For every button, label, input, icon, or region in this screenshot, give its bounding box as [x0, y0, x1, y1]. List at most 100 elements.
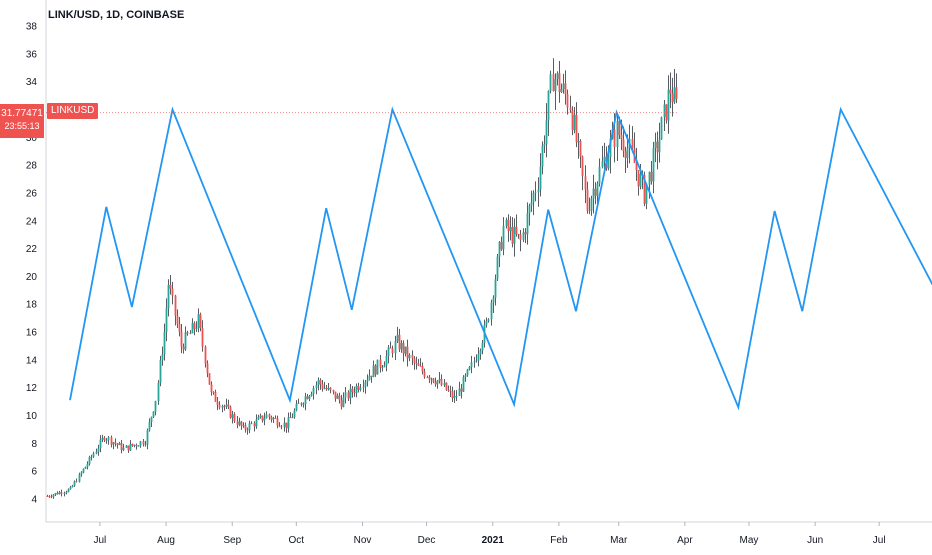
x-tick-label: Aug: [157, 535, 175, 546]
candle-body: [325, 387, 328, 390]
candle-body: [122, 447, 125, 451]
x-tick-label: Jun: [807, 535, 823, 546]
candle-body: [359, 387, 362, 390]
candle-body: [436, 380, 439, 385]
candle-body: [581, 156, 584, 177]
candle-body: [573, 114, 576, 131]
y-tick-label: 26: [26, 188, 38, 199]
candle-body: [208, 373, 211, 385]
candle-body: [590, 198, 593, 211]
candle-body: [652, 147, 655, 182]
candle-body: [669, 89, 672, 94]
candle-body: [616, 120, 619, 147]
candle-body: [105, 440, 108, 441]
candle-body: [329, 387, 332, 391]
candle-body: [620, 135, 623, 140]
candle-body: [56, 493, 59, 495]
candle-body: [526, 213, 529, 235]
candle-body: [253, 423, 256, 427]
candle-body: [402, 343, 405, 354]
candle-body: [387, 347, 390, 356]
candle-body: [107, 437, 110, 441]
candle-body: [552, 74, 555, 91]
candle-body: [475, 360, 478, 362]
y-tick-label: 6: [31, 467, 37, 478]
candle-body: [665, 104, 668, 121]
candle-body: [308, 395, 311, 399]
candle-body: [440, 378, 443, 386]
y-tick-label: 12: [26, 383, 38, 394]
candle-body: [285, 422, 288, 429]
candle-body: [594, 188, 597, 196]
candle-body: [129, 443, 132, 451]
candle-body: [470, 362, 473, 367]
candle-body: [135, 444, 138, 446]
candle-body: [139, 441, 142, 446]
candle-body: [171, 288, 174, 296]
candle-body: [366, 379, 369, 382]
candle-body: [146, 430, 149, 445]
candle-body: [601, 161, 604, 167]
candle-body: [592, 188, 595, 199]
candle-body: [302, 404, 305, 405]
candle-body: [569, 107, 572, 111]
candle-body: [643, 175, 646, 204]
candle-body: [432, 378, 435, 382]
candle-body: [144, 444, 147, 446]
candle-body: [462, 377, 465, 392]
candle-body: [191, 323, 194, 334]
y-tick-label: 14: [26, 355, 38, 366]
candle-body: [223, 406, 226, 408]
candle-body: [537, 189, 540, 193]
x-tick-label: Sep: [223, 535, 241, 546]
candle-body: [355, 385, 358, 393]
candle-body: [127, 445, 130, 451]
candle-body: [48, 496, 51, 498]
candle-body: [304, 396, 307, 405]
candle-body: [310, 393, 313, 396]
candle-body: [660, 117, 663, 140]
candle-body: [250, 423, 253, 425]
candle-body: [609, 138, 612, 158]
candle-body: [530, 202, 533, 206]
candle-body: [167, 284, 170, 309]
candle-body: [319, 380, 322, 385]
candle-body: [60, 492, 63, 494]
candle-body: [364, 381, 367, 387]
candle-body: [549, 74, 552, 91]
candle-body: [169, 284, 172, 289]
candle-body: [195, 328, 198, 330]
candle-body: [65, 491, 68, 493]
candle-body: [513, 226, 516, 244]
candle-body: [276, 418, 279, 426]
candle-body: [485, 320, 488, 325]
candle-body: [434, 381, 437, 385]
candle-body: [216, 401, 219, 405]
x-tick-label: 2021: [482, 535, 505, 546]
candle-body: [289, 417, 292, 419]
candle-body: [494, 279, 497, 298]
candle-body: [413, 358, 416, 364]
candle-body: [50, 496, 53, 498]
candle-body: [246, 429, 249, 431]
candle-body: [263, 418, 266, 421]
candle-body: [280, 426, 283, 428]
candle-body: [69, 487, 72, 490]
last-price-value: 31.77471: [1, 108, 43, 119]
candle-body: [419, 365, 422, 367]
x-tick-label: May: [739, 535, 758, 546]
candle-body: [197, 314, 200, 329]
candle-body: [99, 439, 102, 449]
candle-body: [464, 375, 467, 378]
y-tick-label: 28: [26, 161, 38, 172]
y-tick-label: 34: [26, 77, 38, 88]
candle-body: [639, 173, 642, 187]
candle-body: [274, 418, 277, 419]
candle-body: [259, 415, 262, 418]
candle-body: [545, 120, 548, 144]
y-tick-label: 16: [26, 328, 38, 339]
candle-body: [564, 83, 567, 95]
candle-body: [176, 315, 179, 325]
candle-body: [421, 365, 424, 372]
x-tick-label: Nov: [354, 535, 372, 546]
